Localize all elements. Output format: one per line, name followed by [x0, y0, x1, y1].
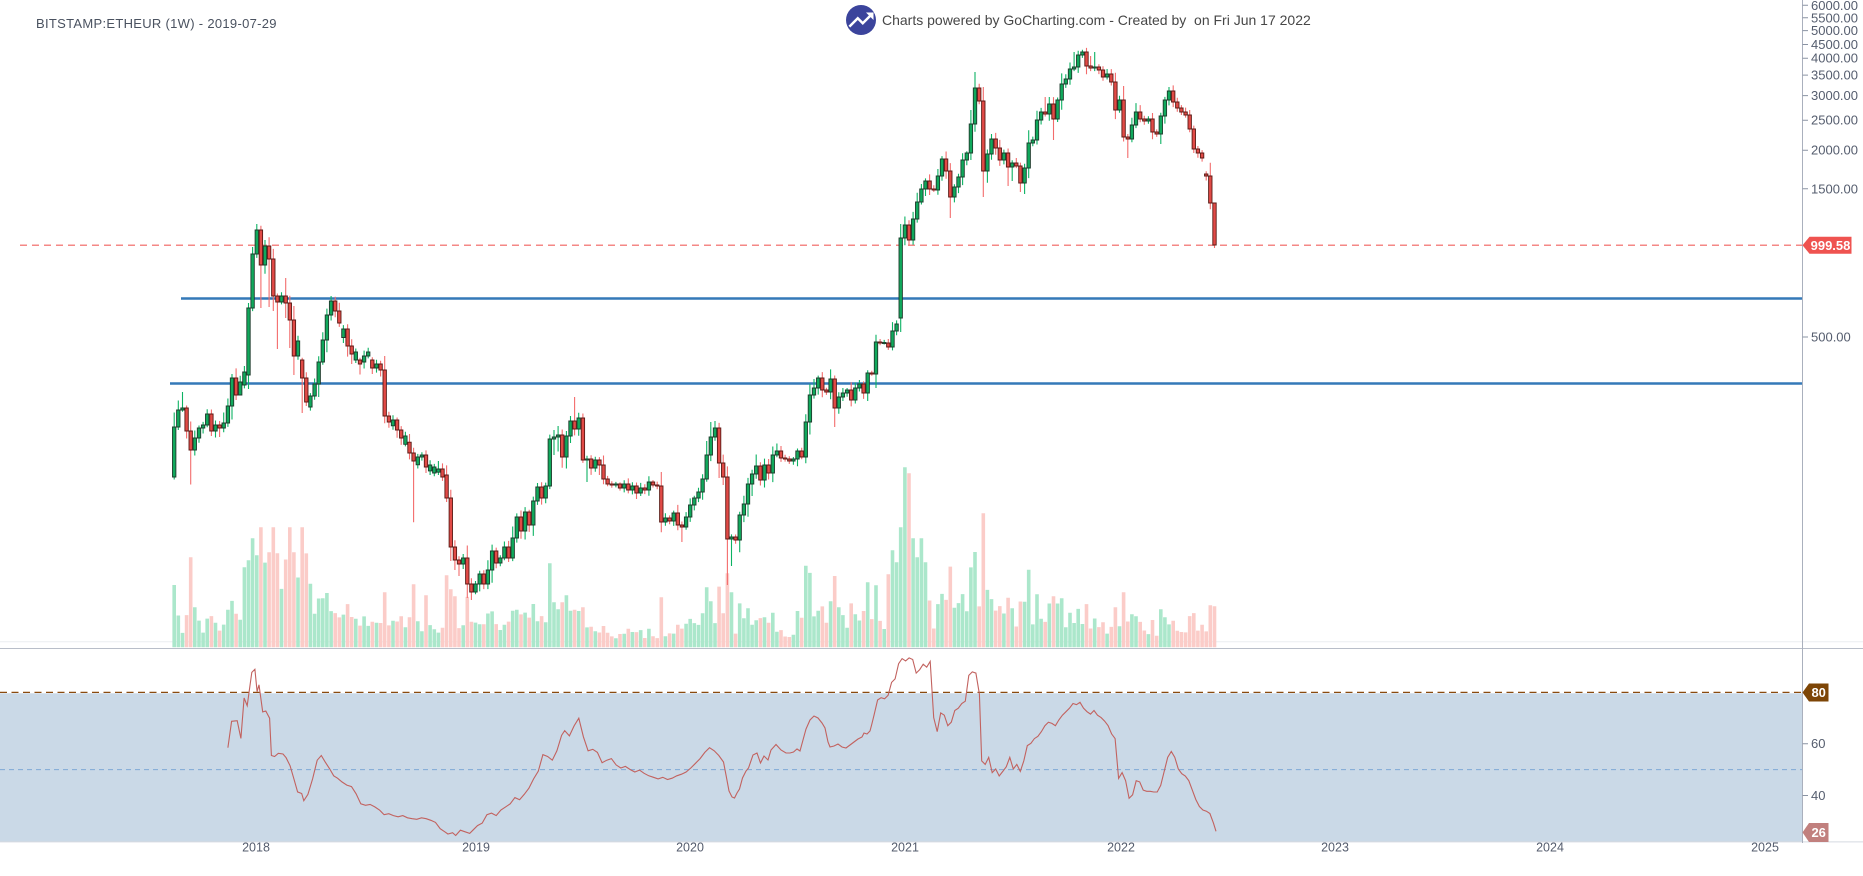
svg-text:3500.00: 3500.00: [1811, 68, 1858, 83]
svg-text:60: 60: [1811, 736, 1825, 751]
svg-text:2018: 2018: [242, 841, 270, 855]
svg-text:2025: 2025: [1751, 841, 1779, 855]
svg-text:2024: 2024: [1536, 841, 1564, 855]
svg-text:3000.00: 3000.00: [1811, 88, 1858, 103]
svg-text:5500.00: 5500.00: [1811, 10, 1858, 25]
svg-text:2022: 2022: [1107, 841, 1135, 855]
svg-text:26: 26: [1811, 825, 1825, 840]
svg-text:6000.00: 6000.00: [1811, 0, 1858, 13]
svg-text:1500.00: 1500.00: [1811, 181, 1858, 196]
svg-text:5000.00: 5000.00: [1811, 23, 1858, 38]
svg-text:2023: 2023: [1321, 841, 1349, 855]
svg-text:4500.00: 4500.00: [1811, 37, 1858, 52]
svg-text:999.58: 999.58: [1811, 238, 1851, 253]
svg-text:500.00: 500.00: [1811, 330, 1851, 345]
svg-text:2019: 2019: [462, 841, 490, 855]
svg-text:2020: 2020: [676, 841, 704, 855]
svg-text:2000.00: 2000.00: [1811, 143, 1858, 158]
svg-text:4000.00: 4000.00: [1811, 51, 1858, 66]
svg-text:2021: 2021: [891, 841, 919, 855]
svg-text:80: 80: [1811, 685, 1825, 700]
svg-text:40: 40: [1811, 788, 1825, 803]
svg-text:2500.00: 2500.00: [1811, 113, 1858, 128]
